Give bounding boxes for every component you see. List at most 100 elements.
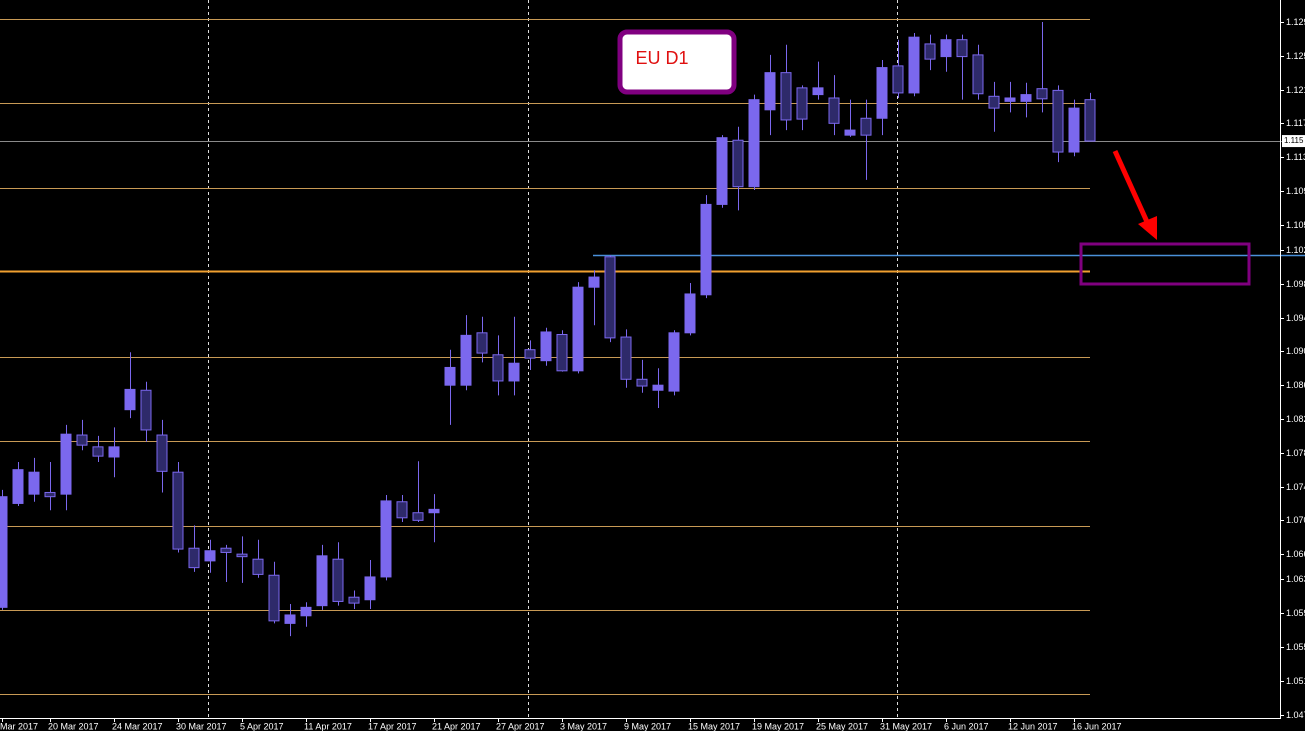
last-price-label: 1.115 (1284, 136, 1304, 145)
x-tick-label: 11 Apr 2017 (304, 721, 352, 731)
candles (0, 21, 1096, 637)
y-tick-label: 1.098 (1286, 279, 1305, 289)
x-tick-label: 5 Apr 2017 (240, 721, 284, 731)
candle-body (364, 576, 376, 601)
y-tick-label: 1.074 (1286, 482, 1305, 492)
axes (0, 0, 1284, 722)
candle-body (972, 54, 984, 95)
candle-body (780, 72, 792, 121)
candle-body (1052, 89, 1064, 153)
x-tick-label: 25 May 2017 (816, 721, 868, 731)
annotations (1079, 149, 1251, 286)
labels: 1.129 1.125 1.121 1.117 1.113 1.109 1.105 1.102… (0, 17, 1305, 731)
candle-body (124, 388, 136, 411)
y-tick-label: 1.051 (1286, 676, 1305, 686)
y-tick-label: 1.047 (1286, 710, 1305, 720)
candle-body (908, 36, 920, 94)
y-tick-label: 1.094 (1286, 313, 1305, 323)
candle-body (588, 276, 600, 288)
candle-body (1068, 107, 1080, 153)
title-box: EU D1 (617, 29, 737, 95)
candle-body (924, 43, 936, 60)
candle-body (476, 332, 488, 354)
x-tick-label: 27 Apr 2017 (496, 721, 545, 731)
y-tick-label: 1.090 (1286, 346, 1305, 356)
candle-body (844, 129, 856, 136)
candle-body (156, 434, 168, 472)
x-tick-label: 3 May 2017 (560, 721, 607, 731)
x-tick-label: 16 Jun 2017 (1072, 721, 1122, 731)
candle-body (556, 334, 568, 372)
x-tick-label: 20 Mar 2017 (48, 721, 99, 731)
y-tick-label: 1.059 (1286, 608, 1305, 618)
x-tick-label: 9 May 2017 (624, 721, 671, 731)
candle-body (892, 65, 904, 94)
last-price-tag (1282, 135, 1305, 148)
x-tick-label: 19 May 2017 (752, 721, 804, 731)
candle-body (860, 117, 872, 136)
candle-body (268, 574, 280, 622)
candle-body (12, 469, 24, 504)
candle-body (620, 336, 632, 380)
y-tick-label: 1.082 (1286, 414, 1305, 424)
candle-body (828, 97, 840, 124)
x-tick-label: 21 Apr 2017 (432, 721, 481, 731)
y-tick-label: 1.129 (1286, 17, 1305, 27)
candle-body (300, 606, 312, 617)
y-tick-label: 1.078 (1286, 448, 1305, 458)
candle-body (796, 87, 808, 120)
candle-body (220, 547, 232, 553)
candle-body (332, 558, 344, 602)
target-zone (1079, 242, 1251, 286)
candle-body (316, 555, 328, 607)
candle-body (604, 256, 616, 339)
candle-body (1084, 99, 1096, 142)
candle-body (636, 378, 648, 387)
candle-body (1004, 97, 1016, 102)
candle-body (668, 332, 680, 392)
candle-body (684, 293, 696, 334)
candle-body (188, 547, 200, 569)
x-tick-label: 31 May 2017 (880, 721, 932, 731)
x-tick-label: 30 Mar 2017 (176, 721, 227, 731)
y-tick-label: 1.105 (1286, 220, 1305, 230)
candle-body (988, 95, 1000, 109)
candle-body (252, 558, 264, 575)
candle-body (348, 596, 360, 604)
x-tick-label: Mar 2017 (0, 721, 38, 731)
y-tick-label: 1.102 (1286, 245, 1305, 255)
candle-body (716, 137, 728, 205)
candle-body (1036, 88, 1048, 100)
x-tick-label: 6 Jun 2017 (944, 721, 989, 731)
candle-body (748, 99, 760, 188)
candle-body (396, 501, 408, 519)
candle-body (236, 553, 248, 558)
x-tick-label: 17 Apr 2017 (368, 721, 417, 731)
y-tick-label: 1.109 (1286, 186, 1305, 196)
candle-body (700, 203, 712, 296)
arrow-shaft (1112, 149, 1151, 226)
candle-body (812, 87, 824, 96)
candle-body (284, 614, 296, 624)
candle-body (412, 512, 424, 521)
candle-body (380, 500, 392, 578)
y-tick-label: 1.063 (1286, 574, 1305, 584)
candle-body (572, 286, 584, 372)
candle-body (460, 334, 472, 386)
candle-body (0, 496, 8, 608)
arrow-head (1138, 216, 1157, 240)
candle-body (76, 434, 88, 446)
candle-body (540, 331, 552, 362)
candle-body (940, 39, 952, 58)
y-tick-label: 1.121 (1286, 85, 1305, 95)
candle-body (876, 67, 888, 119)
candle-body (508, 362, 520, 382)
y-tick-label: 1.086 (1286, 380, 1305, 390)
candle-body (108, 446, 120, 458)
y-tick-label: 1.055 (1286, 642, 1305, 652)
candle-body (60, 433, 72, 495)
candle-body (28, 471, 40, 495)
candle-body (428, 508, 440, 514)
